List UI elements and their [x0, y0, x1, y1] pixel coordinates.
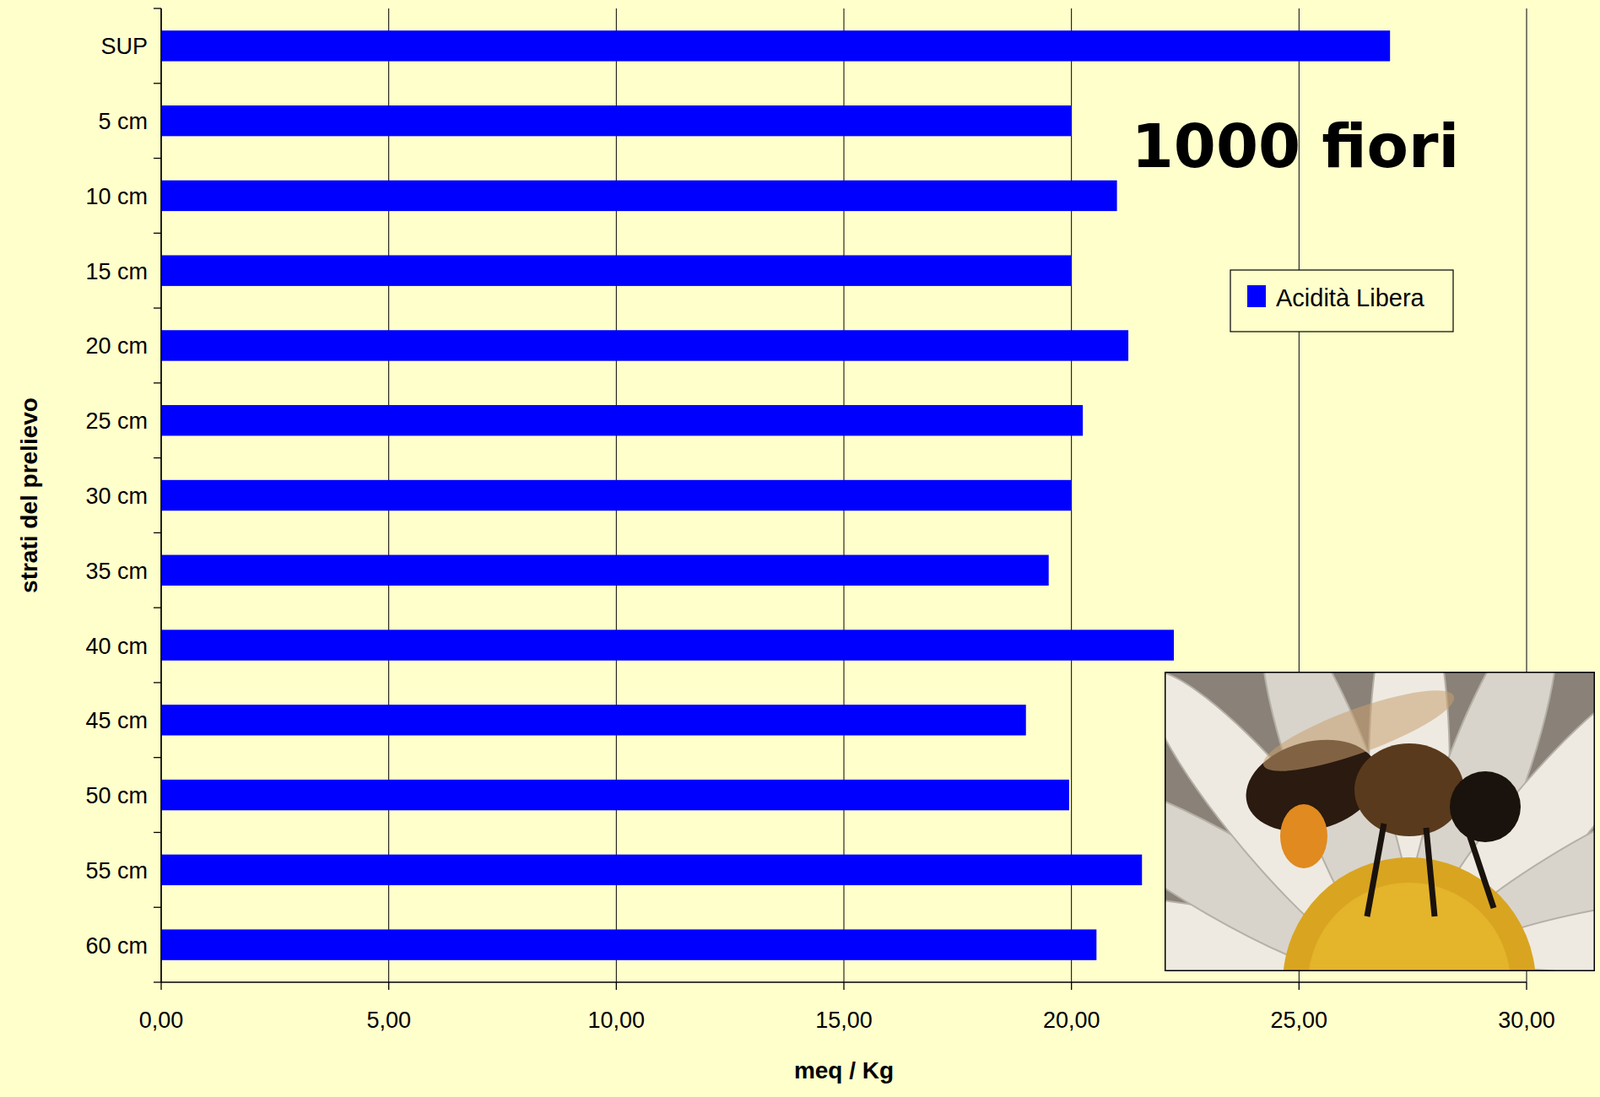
- category-tick: [153, 832, 162, 833]
- background: [0, 0, 1600, 1097]
- category-tick: [153, 157, 162, 159]
- legend-box: [1230, 270, 1454, 332]
- legend-swatch: [1247, 285, 1266, 308]
- bar: [161, 629, 1174, 660]
- category-tick: [153, 532, 162, 534]
- category-tick: [153, 307, 162, 309]
- y-axis: [160, 8, 163, 983]
- category-tick: [153, 457, 162, 459]
- category-label: 50 cm: [85, 783, 148, 809]
- tick-label: 20,00: [1043, 1007, 1101, 1033]
- category-label: SUP: [100, 33, 148, 60]
- tick-label: 15,00: [815, 1007, 873, 1033]
- bar: [161, 929, 1097, 960]
- category-tick: [153, 607, 162, 609]
- tick-mark: [388, 982, 390, 990]
- bar: [161, 779, 1070, 811]
- category-tick: [153, 82, 162, 84]
- category-label: 40 cm: [85, 633, 148, 660]
- tick-mark: [1525, 982, 1527, 990]
- tick-mark: [843, 982, 844, 990]
- title: 1000 fiori: [1131, 110, 1460, 182]
- category-label: 35 cm: [85, 558, 148, 584]
- category-label: 45 cm: [85, 708, 148, 734]
- category-label: 15 cm: [85, 259, 148, 285]
- tick-mark: [1070, 982, 1072, 990]
- category-tick: [153, 756, 162, 758]
- category-label: 10 cm: [85, 183, 148, 210]
- category-label: 20 cm: [85, 333, 148, 359]
- bar: [161, 180, 1118, 211]
- y-axis-title: strati del prelievo: [16, 397, 43, 594]
- tick-label: 0,00: [139, 1007, 184, 1033]
- bar: [161, 854, 1142, 886]
- bar: [161, 254, 1072, 286]
- bar: [161, 329, 1129, 361]
- x-axis: [161, 981, 1527, 984]
- category-tick: [153, 232, 162, 234]
- x-axis-title: meq / Kg: [794, 1057, 894, 1084]
- tick-label: 5,00: [366, 1007, 411, 1033]
- category-label: 5 cm: [97, 108, 148, 135]
- tick-mark: [160, 982, 162, 990]
- category-label: 55 cm: [85, 858, 148, 884]
- tick-mark: [1298, 982, 1300, 990]
- category-tick: [153, 907, 162, 909]
- grid-line: [161, 8, 163, 983]
- tick-label: 30,00: [1497, 1007, 1556, 1033]
- category-label: 25 cm: [85, 408, 148, 434]
- bar: [161, 555, 1049, 586]
- tick-mark: [616, 982, 617, 990]
- tick-label: 25,00: [1270, 1007, 1329, 1033]
- legend-label: Acidità Libera: [1275, 284, 1426, 312]
- bar: [161, 480, 1072, 511]
- photo: [1164, 671, 1595, 972]
- category-label: 30 cm: [85, 483, 148, 509]
- bar: [161, 105, 1072, 136]
- grid: [161, 8, 1527, 983]
- bar: [161, 704, 1027, 736]
- legend: Acidità Libera: [1230, 270, 1454, 332]
- category-tick: [153, 981, 162, 983]
- chart: 0,00 5,00 10,00 15,00 20,00 25,00 30,00 SUP 5 cm…: [0, 0, 1600, 1097]
- bar: [161, 405, 1083, 436]
- category-tick: [153, 681, 162, 683]
- category-tick: [153, 382, 162, 384]
- category-label: 60 cm: [85, 933, 148, 959]
- tick-label: 10,00: [588, 1007, 646, 1033]
- bar: [161, 30, 1390, 61]
- category-tick: [153, 7, 162, 9]
